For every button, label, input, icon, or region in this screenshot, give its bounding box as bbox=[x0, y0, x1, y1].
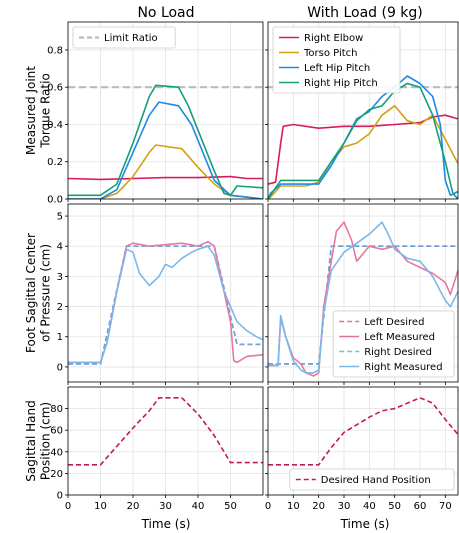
x-tick-label: 20 bbox=[312, 501, 325, 512]
series-group bbox=[68, 396, 263, 466]
x-tick-label: 50 bbox=[388, 501, 401, 512]
legend-label: Left Desired bbox=[364, 317, 424, 328]
x-tick-label: 60 bbox=[414, 501, 427, 512]
torque-load-panel: Right Elbow Torso Pitch Left Hip Pitch Righ… bbox=[265, 21, 459, 202]
series-line-right-elbow bbox=[268, 114, 458, 185]
legend: Limit Ratio bbox=[72, 26, 176, 49]
series-line-right-hip-pitch bbox=[268, 82, 458, 199]
y-tick-label: 0.2 bbox=[47, 157, 63, 168]
legend-label: Desired Hand Position bbox=[321, 475, 431, 486]
legend: Right Elbow Torso Pitch Left Hip Pitch Righ… bbox=[272, 26, 401, 94]
y-tick-label: 0.8 bbox=[47, 45, 63, 56]
series-group bbox=[268, 221, 458, 377]
legend-label: Torso Pitch bbox=[303, 48, 358, 59]
cop-load-panel: Left Desired Left Measured Right Desired Ri… bbox=[265, 203, 459, 385]
grid bbox=[67, 387, 263, 496]
legend-box bbox=[332, 310, 455, 378]
series-line-right-measured bbox=[68, 245, 263, 364]
legend: Desired Hand Position bbox=[289, 468, 455, 491]
series-line-right-desired bbox=[68, 245, 263, 365]
column-title-no-load: No Load bbox=[137, 5, 194, 21]
x-tick-label: 40 bbox=[192, 501, 205, 512]
y-tick-label: 0.0 bbox=[47, 195, 63, 206]
legend-label: Right Measured bbox=[364, 362, 442, 373]
y-tick-label: 2 bbox=[57, 302, 63, 313]
hand-load-panel: 0 10 20 30 40 50 60 70 Desired Hand Position bbox=[265, 386, 459, 512]
x-tick-label: 20 bbox=[127, 501, 140, 512]
series-line-left-hip-pitch bbox=[268, 75, 458, 199]
legend-box bbox=[272, 26, 401, 94]
grid bbox=[67, 22, 263, 200]
hand-y-axis-label-line: Sagittal Hand bbox=[24, 400, 38, 481]
y-tick-label: 1 bbox=[57, 332, 63, 343]
torque-noload-panel: 0.0 0.2 0.4 0.6 0.8 Limit Ratio bbox=[47, 21, 264, 206]
cop-y-axis-label-line: of Pressure (cm) bbox=[38, 244, 52, 342]
y-tick-label: 0 bbox=[57, 491, 63, 502]
series-group bbox=[68, 84, 263, 199]
y-tick-label: 5 bbox=[57, 212, 63, 223]
x-tick-label: 10 bbox=[94, 501, 107, 512]
y-tick-label: 20 bbox=[50, 469, 63, 480]
x-tick-label: 10 bbox=[287, 501, 300, 512]
series-group bbox=[68, 240, 263, 365]
series-group bbox=[268, 396, 458, 466]
cop-y-axis-label-line: Foot Sagittal Center bbox=[24, 233, 38, 353]
y-tick-label: 80 bbox=[50, 404, 63, 415]
x-axis-label-with-load: Time (s) bbox=[340, 517, 390, 531]
series-group bbox=[268, 75, 458, 199]
legend-label: Left Measured bbox=[364, 332, 435, 343]
y-tick-label: 4 bbox=[57, 242, 63, 253]
x-tick-label: 0 bbox=[265, 501, 271, 512]
y-tick-label: 0.4 bbox=[47, 120, 63, 131]
axes-frame bbox=[267, 386, 459, 496]
legend-box bbox=[289, 468, 455, 491]
hand-y-axis-label-line: Position (cm) bbox=[38, 402, 52, 480]
series-line-desired-hand-position bbox=[268, 396, 458, 466]
legend-label: Right Hip Pitch bbox=[304, 78, 378, 89]
y-tick-label: 60 bbox=[50, 426, 63, 437]
x-tick-label: 40 bbox=[363, 501, 376, 512]
torque-y-axis-label-line: Torque Ratio bbox=[38, 73, 52, 149]
x-tick-label: 50 bbox=[224, 501, 237, 512]
x-axis-label-no-load: Time (s) bbox=[141, 517, 191, 531]
series-line-desired-hand-position bbox=[68, 396, 263, 466]
hand-noload-panel: 0 20 40 60 80 0 10 20 30 40 50 bbox=[50, 386, 264, 512]
panels: Measured JointTorque Ratio0.00.20.40.60.… bbox=[24, 21, 459, 512]
y-tick-label: 40 bbox=[50, 447, 63, 458]
y-tick-label: 0.6 bbox=[47, 83, 63, 94]
cop-y-axis-label: Foot Sagittal Centerof Pressure (cm) bbox=[24, 233, 52, 353]
y-tick-label: 0 bbox=[57, 362, 63, 373]
legend-label: Left Hip Pitch bbox=[304, 63, 370, 74]
legend-label: Right Elbow bbox=[304, 33, 363, 44]
torque-y-axis-label: Measured JointTorque Ratio bbox=[24, 66, 52, 155]
column-title-with-load: With Load (9 kg) bbox=[307, 5, 423, 21]
axes-frame bbox=[267, 203, 459, 383]
x-tick-label: 0 bbox=[65, 501, 71, 512]
series-line-right-hip-pitch bbox=[68, 84, 263, 197]
legend: Left Desired Left Measured Right Desired Ri… bbox=[332, 310, 455, 378]
axes-frame bbox=[267, 21, 459, 200]
hand-y-axis-label: Sagittal HandPosition (cm) bbox=[24, 400, 52, 481]
x-tick-label: 70 bbox=[439, 501, 452, 512]
series-line-right-measured bbox=[268, 221, 458, 374]
x-tick-label: 30 bbox=[159, 501, 172, 512]
legend-box bbox=[72, 26, 176, 49]
series-line-torso-pitch bbox=[68, 144, 263, 199]
series-line-right-elbow bbox=[68, 175, 263, 181]
legend-label: Right Desired bbox=[364, 347, 432, 358]
cop-noload-panel: 0 1 2 3 4 5 bbox=[57, 203, 264, 385]
legend-label: Limit Ratio bbox=[104, 33, 158, 44]
y-tick-label: 3 bbox=[57, 272, 63, 283]
series-line-torso-pitch bbox=[268, 105, 458, 199]
torque-y-axis-label-line: Measured Joint bbox=[24, 66, 38, 155]
x-tick-label: 30 bbox=[338, 501, 351, 512]
